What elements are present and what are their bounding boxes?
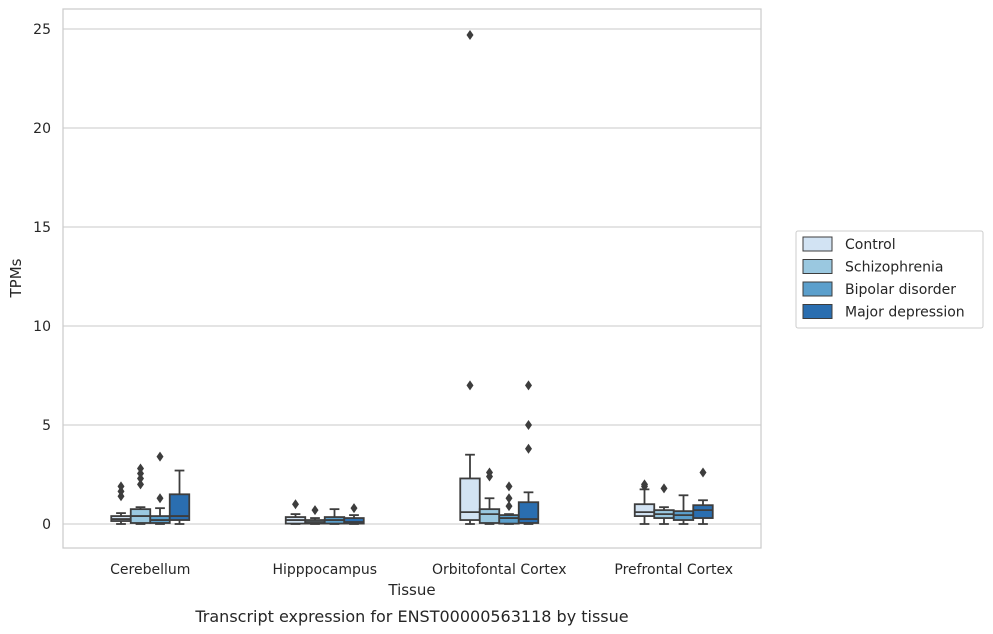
box-iqr <box>517 501 540 524</box>
legend-swatch <box>802 259 833 274</box>
box-bipolar-disorder <box>149 451 171 525</box>
legend-label: Control <box>845 237 896 253</box>
box-iqr <box>498 514 520 525</box>
box-iqr <box>459 477 481 521</box>
outlier-point <box>525 420 532 430</box>
box-bipolar-disorder <box>498 481 520 525</box>
y-tick-label: 25 <box>33 22 51 38</box>
legend-swatch <box>802 304 833 319</box>
box-iqr <box>633 503 656 517</box>
outlier-point <box>311 505 319 516</box>
outlier-point <box>525 443 532 454</box>
outlier-point <box>117 481 125 492</box>
box-iqr <box>478 508 501 524</box>
outlier-point <box>660 483 668 494</box>
x-tick-label: Hipppocampus <box>272 562 377 578</box>
y-axis-label: TPMs <box>7 258 25 298</box>
x-tick-label: Orbitofontal Cortex <box>432 562 567 578</box>
box-schizophrenia <box>129 463 152 525</box>
x-axis-label: Tissue <box>387 581 435 599</box>
chart-title: Transcript expression for ENST0000056311… <box>194 607 628 626</box>
box-bipolar-disorder <box>323 508 346 525</box>
box-control <box>284 499 307 525</box>
box-schizophrenia <box>304 505 326 525</box>
y-tick-label: 20 <box>33 121 51 137</box>
outlier-point <box>525 380 532 391</box>
box-major-depression <box>343 503 365 525</box>
box-iqr <box>692 504 714 519</box>
gridlines <box>63 28 761 525</box>
legend-swatch <box>802 281 833 297</box>
outlier-point <box>292 499 299 510</box>
outlier-point <box>486 467 493 478</box>
outlier-point <box>505 493 513 504</box>
plot-frame <box>62 8 762 549</box>
box-control <box>459 29 481 525</box>
legend: Control Schizophrenia Bipolar disorder Majo… <box>795 230 984 329</box>
outlier-point <box>466 380 474 391</box>
box-control <box>110 481 132 525</box>
y-tick-label: 10 <box>33 319 51 335</box>
legend-label: Major depression <box>845 305 965 321</box>
legend-swatch <box>802 236 833 252</box>
outlier-point <box>350 503 358 514</box>
x-tick-label: Cerebellum <box>110 562 190 578</box>
box-control <box>633 479 656 525</box>
legend-label: Schizophrenia <box>845 260 943 276</box>
outlier-point <box>699 467 707 478</box>
legend-label: Bipolar disorder <box>845 282 956 298</box>
outlier-point <box>466 29 474 40</box>
box-schizophrenia <box>653 483 675 525</box>
box-iqr <box>168 493 191 521</box>
outlier-point <box>641 479 648 490</box>
box-major-depression <box>168 469 191 525</box>
outlier-point <box>137 479 144 490</box>
box-major-depression <box>517 380 540 525</box>
x-tick-labels: Cerebellum Hipppocampus Orbitofontal Corte… <box>110 562 733 578</box>
box-major-depression <box>692 467 714 525</box>
box-iqr <box>343 517 365 525</box>
y-tick-labels: 0 5 10 15 20 25 <box>33 22 51 533</box>
outlier-point <box>156 493 164 504</box>
y-tick-label: 15 <box>33 220 51 236</box>
outlier-point <box>156 451 164 462</box>
outlier-point <box>505 481 513 492</box>
box-bipolar-disorder <box>672 494 695 525</box>
outlier-point <box>137 463 144 474</box>
boxes <box>110 29 714 525</box>
legend-frame <box>795 230 984 329</box>
outlier-point <box>505 501 513 512</box>
y-tick-label: 0 <box>42 517 51 533</box>
box-schizophrenia <box>478 467 501 525</box>
x-tick-label: Prefrontal Cortex <box>614 562 733 578</box>
y-tick-label: 5 <box>42 418 51 434</box>
